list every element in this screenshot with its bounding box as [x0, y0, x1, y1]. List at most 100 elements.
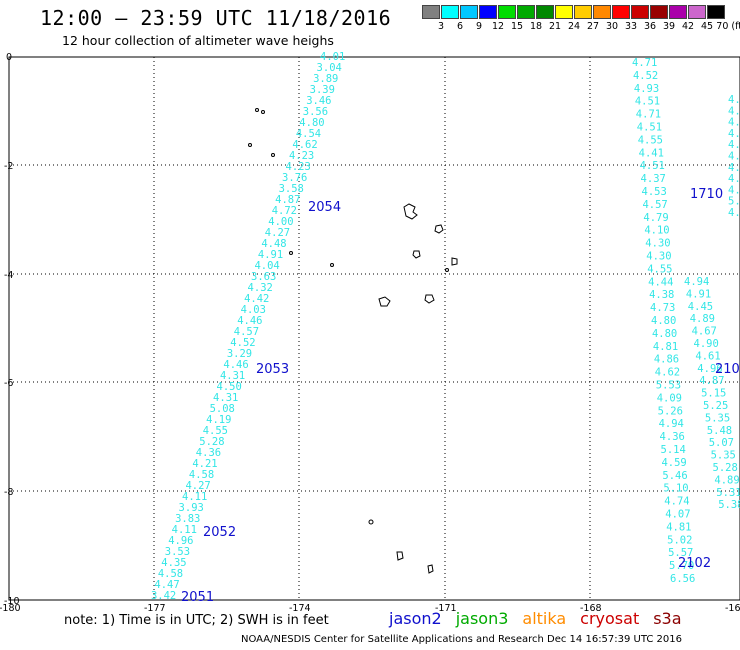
island — [451, 257, 458, 266]
swh-value: 4.27 — [185, 480, 210, 492]
swh-value: 4.23 — [286, 161, 311, 173]
x-tick-label: -165 — [725, 603, 740, 614]
swh-value: 4.55 — [638, 134, 663, 146]
satellite-name-altika: altika — [522, 609, 567, 628]
swh-value: 4.10 — [644, 225, 669, 237]
pass-number-label: 2053 — [256, 362, 289, 377]
swh-value: 4.09 — [657, 392, 682, 404]
swh-value: 5.07 — [709, 437, 734, 449]
y-tick-label: -4 — [4, 270, 13, 281]
swh-value: 4.21 — [192, 458, 217, 470]
swh-value: 4.79 — [643, 212, 668, 224]
units-note: note: 1) Time is in UTC; 2) SWH is in fe… — [64, 613, 329, 628]
swh-value: 4.57 — [728, 173, 740, 185]
swh-value: 4.71 — [632, 57, 657, 69]
swh-value: 3.53 — [165, 546, 190, 558]
legend-label: 27 — [586, 21, 600, 32]
swh-value: 4.35 — [161, 557, 186, 569]
swh-value: 4.67 — [692, 326, 717, 338]
swh-value: 4.57 — [642, 199, 667, 211]
island — [445, 268, 449, 272]
island — [248, 143, 252, 147]
y-tick-label: -10 — [4, 596, 20, 607]
pass-number-label: 2102 — [678, 556, 711, 571]
page-subtitle: 12 hour collection of altimeter wave hei… — [62, 33, 334, 48]
swh-value: 4.00 — [268, 216, 293, 228]
pass-number-label: 2051 — [181, 590, 214, 605]
satellite-legend: jason2 jason3 altika cryosat s3a — [389, 609, 696, 628]
swh-value: 4.91 — [686, 288, 711, 300]
y-tick-label: -2 — [4, 161, 13, 172]
swh-value: 5.14 — [661, 444, 686, 456]
swh-value: 3.39 — [310, 84, 335, 96]
swh-value: 3.76 — [282, 172, 307, 184]
island — [368, 519, 374, 525]
swh-value: 4.45 — [688, 301, 713, 313]
swh-value: 4.96 — [168, 535, 193, 547]
legend-label: 39 — [662, 21, 676, 32]
swh-value: 4.74 — [664, 496, 689, 508]
swh-value: 4.11 — [172, 524, 197, 536]
swh-value: 4.47 — [154, 579, 179, 591]
island — [378, 296, 391, 307]
swh-value: 4.36 — [196, 447, 221, 459]
swh-value: 4.27 — [265, 227, 290, 239]
swh-value: 4.81 — [653, 341, 678, 353]
swh-value: 5.57 — [668, 547, 693, 559]
swh-value: 4.50 — [217, 381, 242, 393]
swh-value: 3.42 — [151, 590, 176, 602]
swh-value: 4.52 — [633, 70, 658, 82]
swh-value: 4.20 — [728, 162, 740, 174]
satellite-name-s3a: s3a — [653, 609, 682, 628]
swh-value: 6.56 — [670, 573, 695, 585]
swh-value: 4.91 — [258, 249, 283, 261]
swh-value: 4.52 — [230, 337, 255, 349]
swh-value: 4.51 — [637, 122, 662, 134]
swh-value: 5.28 — [199, 436, 224, 448]
swh-value: 4.80 — [299, 117, 324, 129]
swh-value: 4.30 — [646, 251, 671, 263]
x-tick-label: -180 — [0, 603, 21, 614]
swh-value: 4.87 — [275, 194, 300, 206]
swh-value: 3.29 — [227, 348, 252, 360]
swh-value: 4.51 — [635, 96, 660, 108]
swh-value: 4.80 — [651, 315, 676, 327]
swh-value: 3.04 — [317, 62, 342, 74]
swh-value: 5.38 — [718, 499, 740, 511]
satellite-name-jason3: jason3 — [455, 609, 509, 628]
swh-value: 4.04 — [254, 260, 279, 272]
swh-value: 4.53 — [642, 186, 667, 198]
swh-value: 4.87 — [699, 375, 724, 387]
footer-credit: NOAA/NESDIS Center for Satellite Applica… — [241, 634, 683, 645]
swh-value: 5.31 — [716, 487, 740, 499]
swh-value: 3.58 — [279, 183, 304, 195]
legend-label: 18 — [529, 21, 543, 32]
swh-value: 3.83 — [175, 513, 200, 525]
legend-swatch — [631, 5, 649, 19]
legend-label: 33 — [624, 21, 638, 32]
legend-label: 45 — [700, 21, 714, 32]
legend-swatch — [517, 5, 535, 19]
swh-value: 4.44 — [648, 276, 673, 288]
swh-value: 5.25 — [703, 400, 728, 412]
swh-value: 5.15 — [701, 388, 726, 400]
swh-value: 4.46 — [237, 315, 262, 327]
island — [412, 250, 421, 259]
swh-value: 4.30 — [645, 238, 670, 250]
legend-swatch — [669, 5, 687, 19]
swh-value: 5.48 — [707, 425, 732, 437]
x-tick-label: -174 — [289, 603, 311, 614]
swh-value: 4.94 — [684, 276, 709, 288]
legend-swatch — [555, 5, 573, 19]
legend-swatch — [422, 5, 440, 19]
swh-value: 4.61 — [695, 350, 720, 362]
swh-value: 4.31 — [213, 392, 238, 404]
satellite-name-cryosat: cryosat — [580, 609, 640, 628]
legend-label: 15 — [510, 21, 524, 32]
swh-value: 4.24 — [728, 184, 740, 196]
legend-swatch — [479, 5, 497, 19]
swh-value: 4.3 — [728, 117, 740, 129]
swh-value: 4.55 — [647, 263, 672, 275]
swh-value: 4.01 — [320, 51, 345, 63]
swh-value: 3.93 — [179, 502, 204, 514]
